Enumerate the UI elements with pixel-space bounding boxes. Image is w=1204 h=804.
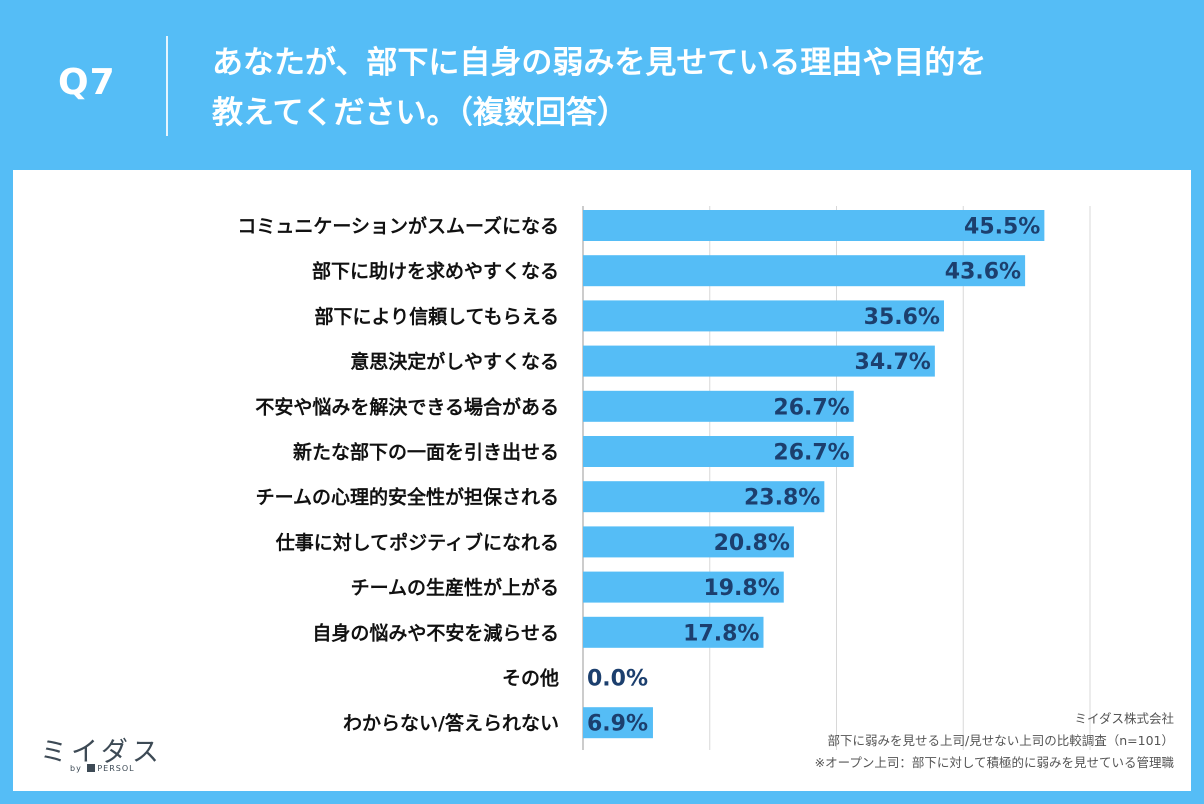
category-label: その他 — [502, 667, 559, 690]
source-survey: 部下に弱みを見せる上司/見せない上司の比較調査（n=101） — [827, 733, 1174, 748]
category-label: コミュニケーションがスムーズになる — [237, 215, 559, 238]
category-label: チームの心理的安全性が担保される — [256, 486, 559, 509]
value-label: 43.6% — [945, 260, 1021, 285]
bar — [583, 390, 854, 422]
value-label: 26.7% — [773, 441, 849, 466]
chart-panel: コミュニケーションがスムーズになる部下に助けを求めやすくなる 部下により信頼しても… — [13, 170, 1191, 791]
value-label: 19.8% — [703, 576, 779, 601]
question-title-line-1: あなたが、部下に自身の弱みを見せている理由や目的を — [212, 45, 987, 81]
value-label: 26.7% — [773, 395, 849, 420]
logo-wordmark: ミイダス — [40, 737, 163, 768]
miidas-logo: ミイダス by PERSOL — [40, 730, 180, 776]
category-label: 自身の悩みや不安を減らせる — [312, 621, 559, 644]
bar — [583, 300, 944, 332]
category-label: 新たな部下の一面を引き出せる — [293, 441, 559, 464]
bar — [583, 707, 653, 739]
grid-lines — [582, 206, 1091, 750]
bar — [583, 255, 1026, 287]
logo-by: by — [70, 764, 82, 773]
header-divider — [166, 36, 168, 136]
value-label: 45.5% — [964, 215, 1040, 240]
bar-chart: コミュニケーションがスムーズになる部下に助けを求めやすくなる部下により信頼しても… — [237, 206, 1091, 750]
value-label: 0.0% — [587, 667, 648, 692]
bar — [583, 436, 854, 467]
persol-mark-icon — [87, 764, 96, 772]
category-label: 部下により信頼してもらえる — [314, 305, 559, 328]
category-label: わからない/答えられない — [343, 712, 559, 735]
category-label: 意思決定がしやすくなる — [350, 350, 559, 373]
category-labels: コミュニケーションがスムーズになる部下に助けを求めやすくなる部下により信頼しても… — [237, 215, 559, 735]
question-title: あなたが、部下に自身の弱みを見せている理由や目的を 教えてください。（複数回答） — [212, 38, 1172, 138]
question-title-line-2: 教えてください。（複数回答） — [212, 95, 629, 131]
logo-byline: by PERSOL — [70, 764, 135, 773]
bar — [583, 526, 794, 558]
value-labels: 45.5%43.6%35.6%34.7%26.7%26.7%23.8%20.8%… — [587, 215, 1040, 737]
logo-persol: PERSOL — [97, 764, 135, 773]
value-label: 34.7% — [855, 350, 931, 375]
category-label: 仕事に対してポジティブになれる — [275, 531, 559, 554]
value-label: 17.8% — [683, 621, 759, 646]
category-label: 不安や悩みを解決できる場合がある — [255, 395, 559, 418]
source-note: ミイダス株式会社 部下に弱みを見せる上司/見せない上司の比較調査（n=101） … — [815, 708, 1174, 774]
header: Q7 あなたが、部下に自身の弱みを見せている理由や目的を 教えてください。（複数… — [0, 0, 1204, 170]
question-number: Q7 — [58, 62, 116, 103]
value-label: 20.8% — [714, 531, 790, 556]
bar — [583, 571, 784, 603]
source-company: ミイダス株式会社 — [1074, 711, 1174, 726]
bar — [583, 210, 1045, 241]
category-label: チームの生産性が上がる — [351, 576, 559, 599]
value-label: 23.8% — [744, 486, 820, 511]
bar — [583, 616, 764, 648]
value-label: 6.9% — [587, 712, 648, 737]
bars — [583, 210, 1045, 739]
value-label: 35.6% — [864, 305, 940, 330]
source-footnote: ※オープン上司：部下に対して積極的に弱みを見せている管理職 — [814, 755, 1174, 770]
category-label: 部下に助けを求めやすくなる — [312, 260, 559, 283]
bar — [583, 345, 935, 377]
bar — [583, 481, 825, 513]
